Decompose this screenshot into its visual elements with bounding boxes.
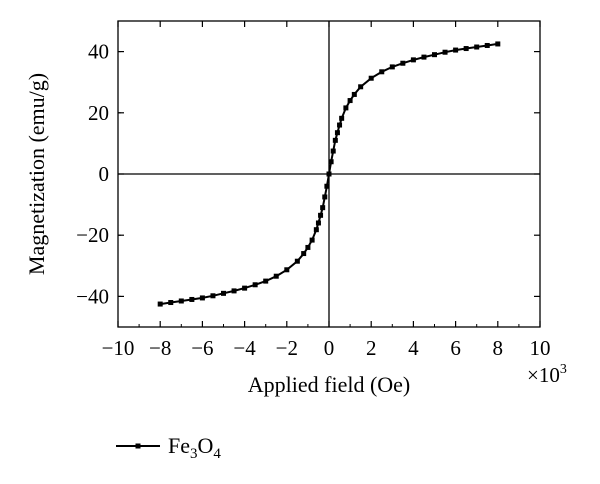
legend-label-subscript: 4 [213, 446, 221, 462]
data-point-marker [263, 278, 269, 284]
data-point-marker [379, 69, 385, 75]
data-point-marker [495, 41, 501, 47]
data-point-marker [463, 46, 469, 52]
data-point-marker [210, 293, 216, 299]
x-tick-label: 8 [493, 336, 504, 360]
data-point-marker [337, 122, 343, 128]
data-point-marker [484, 42, 490, 48]
y-tick-label: −40 [76, 284, 109, 308]
data-point-marker [273, 273, 279, 279]
data-point-marker [368, 75, 374, 81]
series-layer [157, 41, 501, 307]
data-point-marker [318, 212, 324, 218]
data-point-marker [326, 171, 332, 177]
legend-label-subscript: 3 [190, 446, 198, 462]
data-point-marker [474, 44, 480, 50]
x-tick-label: −10 [102, 336, 135, 360]
legend-label-part: Fe [168, 433, 190, 458]
y-axis-title: Magnetization (emu/g) [24, 73, 49, 275]
x-axis-multiplier-base: ×10 [527, 363, 560, 387]
data-point-marker [294, 258, 300, 264]
data-point-marker [313, 227, 319, 233]
x-tick-label: −6 [191, 336, 213, 360]
y-tick-label: 0 [99, 162, 110, 186]
data-point-marker [309, 237, 315, 243]
data-point-marker [242, 285, 248, 291]
data-point-marker [421, 54, 427, 60]
data-point-marker [442, 49, 448, 55]
legend-label-part: O [198, 433, 214, 458]
legend-marker-sample [135, 443, 141, 449]
x-axis-multiplier: ×103 [527, 362, 567, 387]
data-point-marker [231, 288, 237, 294]
x-tick-label: 0 [324, 336, 335, 360]
data-point-marker [189, 296, 195, 302]
data-point-marker [328, 159, 334, 165]
data-point-marker [305, 244, 311, 250]
data-point-marker [389, 64, 395, 70]
data-point-marker [284, 267, 290, 273]
x-axis-ticks: −10 −8 −6 −4 −2 0 2 4 6 8 10 [102, 21, 551, 360]
x-tick-label: −8 [149, 336, 171, 360]
x-tick-label: −2 [276, 336, 298, 360]
x-tick-label: 6 [450, 336, 461, 360]
legend: Fe3O4 [116, 433, 221, 462]
data-point-marker [334, 130, 340, 136]
data-point-marker [322, 194, 328, 200]
data-point-marker [221, 290, 226, 296]
data-point-marker [453, 47, 459, 53]
data-point-marker [168, 300, 174, 306]
y-tick-label: −20 [76, 223, 109, 247]
data-point-marker [347, 98, 353, 104]
x-axis-multiplier-exponent: 3 [560, 362, 567, 377]
x-tick-label: 4 [408, 336, 419, 360]
data-point-marker [178, 298, 184, 304]
data-point-marker [358, 84, 364, 90]
y-tick-label: 40 [88, 40, 109, 64]
x-axis-title: Applied field (Oe) [248, 372, 411, 397]
data-point-marker [315, 220, 321, 226]
x-tick-label: 10 [530, 336, 551, 360]
data-point-marker [330, 148, 336, 154]
data-point-marker [252, 282, 258, 288]
data-point-marker [351, 91, 357, 97]
data-point-marker [432, 52, 437, 58]
data-point-marker [400, 60, 406, 66]
data-point-marker [301, 251, 307, 257]
x-tick-label: 2 [366, 336, 377, 360]
data-point-marker [324, 183, 330, 189]
data-point-marker [199, 295, 205, 301]
data-point-marker [410, 57, 416, 63]
y-axis-ticks: −40 −20 0 20 40 [76, 40, 540, 308]
data-point-marker [343, 105, 349, 111]
data-point-marker [157, 301, 163, 307]
y-tick-label: 20 [88, 101, 109, 125]
data-point-marker [332, 137, 338, 143]
legend-label-fe3o4: Fe3O4 [168, 433, 221, 462]
data-point-marker [339, 115, 345, 121]
data-point-marker [320, 205, 326, 211]
x-tick-label: −4 [233, 336, 256, 360]
